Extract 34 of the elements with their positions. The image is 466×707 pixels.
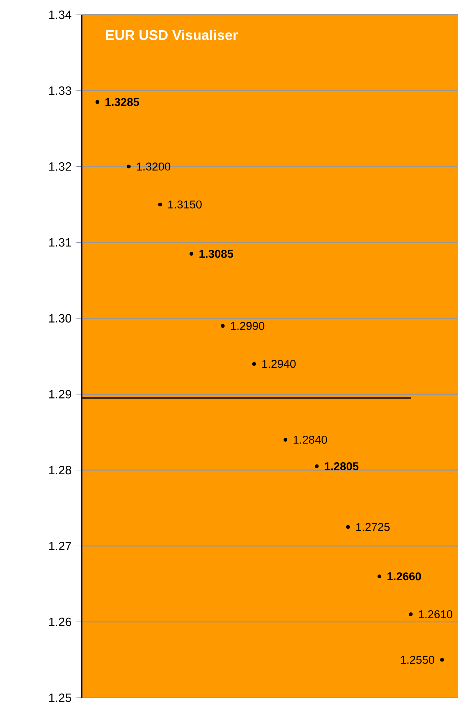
y-tick-label: 1.30: [50, 314, 72, 323]
data-label: 1.2725: [356, 523, 390, 532]
data-label: 1.2660: [388, 572, 422, 581]
y-tick-label: 1.32: [50, 162, 72, 172]
y-tick-label: 1.29: [50, 390, 72, 399]
data-label: 1.3150: [168, 200, 202, 209]
point: [284, 438, 288, 442]
point: [346, 525, 350, 530]
text: EUR USD Visualiser: [106, 30, 238, 40]
y-tick-label: 1.34: [50, 10, 72, 20]
point: [252, 362, 256, 366]
data-label: 1.2940: [262, 360, 296, 368]
data-label: 1.2990: [231, 322, 265, 330]
y-tick-label: 1.26: [50, 618, 72, 626]
data-label: 1.2610: [419, 610, 453, 619]
point: [315, 464, 319, 468]
point: [190, 252, 194, 256]
point: [409, 612, 413, 616]
y-tick-label: 1.33: [50, 86, 72, 96]
point: [440, 658, 444, 662]
data-label: 1.2840: [294, 436, 328, 444]
y-tick-label: 1.25: [50, 694, 72, 702]
data-label: 1.3285: [106, 98, 140, 106]
y-tick-label: 1.31: [50, 238, 72, 247]
point: [127, 164, 131, 169]
point: [158, 202, 162, 207]
y-tick-label: 1.28: [50, 466, 72, 475]
data-label: 1.2550: [401, 656, 434, 664]
data-label: 1.2805: [325, 462, 359, 471]
point: [378, 574, 382, 578]
y-tick-label: 1.27: [50, 542, 72, 550]
point: [221, 324, 225, 328]
data-label: 1.3085: [200, 250, 234, 258]
point: [96, 100, 100, 104]
